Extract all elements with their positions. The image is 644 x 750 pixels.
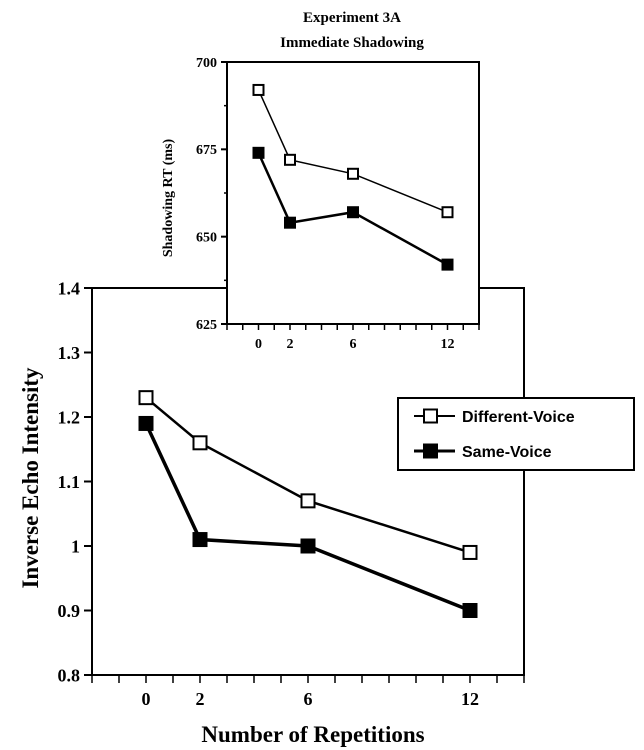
inset-chart-title: Experiment 3A xyxy=(303,10,401,26)
inset-data-point-same-voice xyxy=(284,216,296,229)
inset-y-axis: 625 650 675 700 xyxy=(196,56,227,333)
main-data-point-same-voice xyxy=(462,603,478,618)
inset-series-markers xyxy=(252,83,454,271)
inset-series-lines xyxy=(257,89,449,266)
inset-plot-frame xyxy=(226,61,480,325)
inset-x-tick-label: 6 xyxy=(350,337,357,352)
inset-y-axis-title: Shadowing RT (ms) xyxy=(161,139,176,258)
legend-marker-same-voice xyxy=(423,443,438,459)
inset-series-line-different-voice xyxy=(257,89,448,213)
main-data-point-same-voice xyxy=(192,532,208,548)
main-y-tick-label: 0.9 xyxy=(58,601,81,621)
legend-marker-different-voice xyxy=(423,408,438,424)
inset-x-tick-label: 0 xyxy=(255,337,262,352)
main-x-tick-label: 12 xyxy=(461,689,479,709)
main-x-axis-title: Number of Repetitions xyxy=(201,722,424,747)
main-series-line-different-voice xyxy=(145,396,471,554)
main-y-tick-label: 1 xyxy=(71,536,80,556)
main-plot-frame xyxy=(91,287,525,676)
main-y-tick-label: 1.1 xyxy=(58,472,81,492)
main-series-lines xyxy=(144,396,471,613)
main-y-tick-label: 0.8 xyxy=(58,665,81,685)
main-series-markers xyxy=(138,390,478,618)
inset-data-point-same-voice xyxy=(441,258,454,271)
main-x-tick-label: 6 xyxy=(304,689,313,709)
main-y-tick-label: 1.3 xyxy=(58,343,81,363)
inset-chart: Experiment 3A Immediate Shadowing 625 650… xyxy=(161,10,480,352)
inset-y-tick-label: 625 xyxy=(196,318,217,333)
main-x-axis: 0 2 6 12 xyxy=(91,675,525,709)
inset-y-tick-label: 675 xyxy=(196,143,217,158)
inset-data-point-same-voice xyxy=(252,146,265,159)
legend: Different-Voice Same-Voice xyxy=(397,397,635,471)
main-chart: 0.8 0.9 1 1.1 1.2 1.3 1.4 0 2 6 12 Number of Repe… xyxy=(18,278,525,747)
inset-x-axis: 0 2 6 12 xyxy=(226,324,480,352)
main-data-point-different-voice xyxy=(462,544,478,560)
main-y-axis: 0.8 0.9 1 1.1 1.2 1.3 1.4 xyxy=(58,278,92,685)
inset-data-point-different-voice xyxy=(284,153,296,166)
main-y-tick-label: 1.4 xyxy=(58,278,81,298)
inset-data-point-different-voice xyxy=(252,83,265,96)
inset-y-tick-label: 700 xyxy=(196,56,217,71)
main-x-tick-label: 2 xyxy=(196,689,205,709)
main-data-point-same-voice xyxy=(300,538,316,554)
inset-chart-subtitle: Immediate Shadowing xyxy=(280,35,424,51)
main-data-point-same-voice xyxy=(138,415,154,431)
inset-data-point-different-voice xyxy=(441,206,454,219)
inset-series-line-same-voice xyxy=(257,152,449,266)
inset-x-tick-label: 12 xyxy=(441,337,455,352)
inset-data-point-different-voice xyxy=(347,167,359,180)
main-x-tick-label: 0 xyxy=(142,689,151,709)
inset-y-tick-label: 650 xyxy=(196,231,217,246)
legend-label-same-voice: Same-Voice xyxy=(462,444,552,461)
legend-label-different-voice: Different-Voice xyxy=(462,409,575,426)
main-data-point-different-voice xyxy=(192,435,208,451)
main-y-tick-label: 1.2 xyxy=(58,407,81,427)
main-series-line-same-voice xyxy=(144,422,471,613)
inset-x-tick-label: 2 xyxy=(287,337,294,352)
main-data-point-different-voice xyxy=(300,493,316,509)
inset-data-point-same-voice xyxy=(347,206,359,219)
main-data-point-different-voice xyxy=(138,390,154,406)
main-y-axis-title: Inverse Echo Intensity xyxy=(18,367,43,589)
